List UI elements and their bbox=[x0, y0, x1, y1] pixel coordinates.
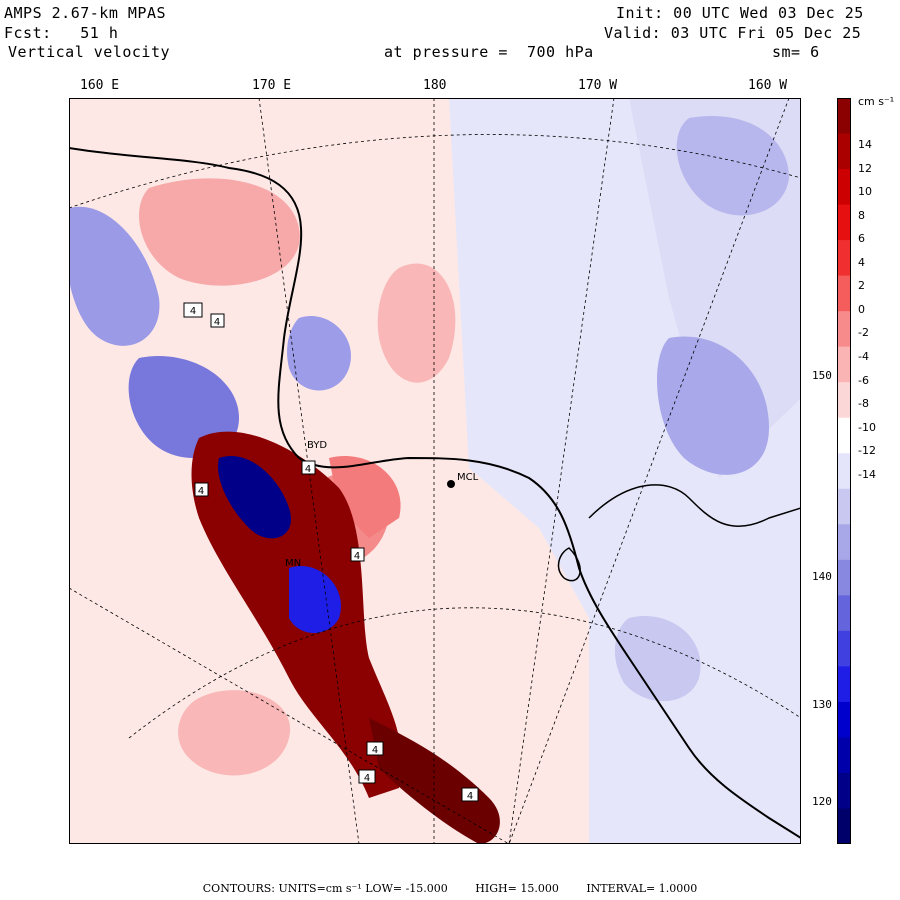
contour-interval: INTERVAL= 1.0000 bbox=[586, 882, 698, 895]
colorbar-tick-label: -12 bbox=[858, 444, 876, 458]
extremum-label: 4 bbox=[214, 317, 220, 328]
strong-downdraft bbox=[289, 566, 341, 633]
updraft-region bbox=[377, 263, 456, 383]
updraft-region bbox=[178, 690, 291, 776]
downdraft-region bbox=[69, 206, 160, 346]
station-label-mn: MN bbox=[285, 558, 301, 569]
extremum-box bbox=[210, 313, 225, 328]
contour-info: CONTOURS: UNITS=cm s⁻¹ LOW= -15.000 HIGH… bbox=[0, 882, 900, 895]
colorbar bbox=[837, 98, 851, 844]
colorbar-band bbox=[837, 275, 851, 312]
coastline bbox=[69, 147, 801, 839]
downdraft-region bbox=[676, 116, 789, 216]
init-time: Init: 00 UTC Wed 03 Dec 25 bbox=[616, 4, 864, 22]
downdraft-region bbox=[614, 616, 701, 702]
mountain-signal-south bbox=[369, 718, 500, 844]
colorbar-band bbox=[837, 382, 851, 419]
lon-label-160w: 160 W bbox=[748, 78, 788, 93]
colorbar-tick-label: -10 bbox=[858, 420, 876, 434]
extremum-box bbox=[194, 482, 209, 497]
colorbar-band bbox=[837, 453, 851, 490]
colorbar-band bbox=[837, 772, 851, 809]
colorbar-tick-label: -4 bbox=[858, 349, 869, 363]
lon-label-170e: 170 E bbox=[252, 78, 292, 93]
colorbar-tick-label: 6 bbox=[858, 232, 865, 246]
station-label-mcl: MCL bbox=[457, 472, 479, 483]
colorbar-tick-label: 14 bbox=[858, 138, 872, 151]
forecast-hour: Fcst: 51 h bbox=[4, 24, 119, 42]
extremum-label: 4 bbox=[372, 745, 378, 756]
smoothing: sm= 6 bbox=[772, 43, 820, 61]
longitude-line bbox=[69, 587, 510, 844]
colorbar-tick-label: 0 bbox=[858, 302, 865, 316]
colorbar-frame bbox=[837, 98, 851, 844]
strong-downdraft bbox=[218, 456, 291, 539]
extremum-label: 4 bbox=[305, 464, 311, 475]
downdraft-region bbox=[287, 316, 351, 391]
vertical-velocity-map: MCL BYD MN 4 4 4 4 4 4 4 4 bbox=[69, 98, 801, 844]
colorbar-units: cm s⁻¹ bbox=[858, 95, 895, 108]
downdraft-region bbox=[128, 356, 239, 458]
valid-time: Valid: 03 UTC Fri 05 Dec 25 bbox=[604, 24, 862, 42]
island-outline bbox=[557, 547, 581, 582]
extremum-label: 4 bbox=[467, 791, 473, 802]
colorbar-band bbox=[837, 311, 851, 348]
colorbar-band bbox=[837, 488, 851, 525]
colorbar-band bbox=[837, 701, 851, 738]
colorbar-band bbox=[837, 240, 851, 277]
colorbar-tick-label: -6 bbox=[858, 373, 869, 387]
colorbar-band bbox=[837, 737, 851, 774]
colorbar-tick-label: 8 bbox=[858, 208, 865, 222]
station-label-byd: BYD bbox=[307, 440, 327, 451]
lon-label-180: 180 bbox=[423, 78, 447, 93]
model-title: AMPS 2.67-km MPAS bbox=[4, 4, 167, 22]
colorbar-band bbox=[837, 808, 851, 844]
lon-label-170w: 170 W bbox=[578, 78, 618, 93]
colorbar-band bbox=[837, 595, 851, 632]
extremum-label: 4 bbox=[364, 773, 370, 784]
colorbar-tick-label: -2 bbox=[858, 326, 869, 340]
extremum-box bbox=[183, 302, 203, 318]
colorbar-band bbox=[837, 559, 851, 596]
station-dot bbox=[447, 480, 455, 488]
field-name: Vertical velocity bbox=[8, 43, 171, 61]
ice-shelf-edge bbox=[588, 484, 801, 527]
colorbar-band bbox=[837, 666, 851, 703]
colorbar-tick-label: -8 bbox=[858, 397, 869, 411]
extremum-label: 4 bbox=[190, 306, 196, 317]
pressure-level: at pressure = 700 hPa bbox=[384, 43, 594, 61]
updraft-region bbox=[139, 178, 300, 286]
map-frame bbox=[69, 98, 801, 844]
colorbar-tick-label: -14 bbox=[858, 467, 876, 481]
colorbar-tick-label: 10 bbox=[858, 185, 872, 199]
lat-label-120w: 120 W bbox=[812, 795, 846, 808]
colorbar-tick-label: 2 bbox=[858, 279, 865, 293]
colorbar-band bbox=[837, 524, 851, 561]
colorbar-band bbox=[837, 133, 851, 170]
updraft-region bbox=[329, 456, 401, 538]
lat-label-150w: 150 W bbox=[812, 369, 846, 382]
colorbar-tick-label: 12 bbox=[858, 161, 872, 175]
lat-label-140w: 140 W bbox=[812, 570, 846, 583]
colorbar-band bbox=[837, 169, 851, 206]
extremum-box bbox=[350, 547, 365, 562]
colorbar-band bbox=[837, 346, 851, 383]
lat-label-130w: 130 W bbox=[812, 698, 846, 711]
longitude-line bbox=[508, 98, 790, 844]
contour-units-low: CONTOURS: UNITS=cm s⁻¹ LOW= -15.000 bbox=[202, 882, 448, 895]
colorbar-tick-label: 4 bbox=[858, 255, 865, 269]
extremum-label: 4 bbox=[198, 486, 204, 497]
extremum-box bbox=[461, 787, 479, 802]
contour-high: HIGH= 15.000 bbox=[475, 882, 559, 895]
downdraft-region bbox=[657, 336, 769, 475]
colorbar-band bbox=[837, 417, 851, 454]
extremum-box bbox=[301, 460, 316, 475]
colorbar-band bbox=[837, 630, 851, 667]
extremum-box bbox=[366, 741, 384, 756]
extremum-box bbox=[358, 769, 376, 784]
lon-label-160e: 160 E bbox=[80, 78, 120, 93]
colorbar-band bbox=[837, 204, 851, 241]
colorbar-band bbox=[837, 98, 851, 135]
extremum-label: 4 bbox=[354, 551, 360, 562]
